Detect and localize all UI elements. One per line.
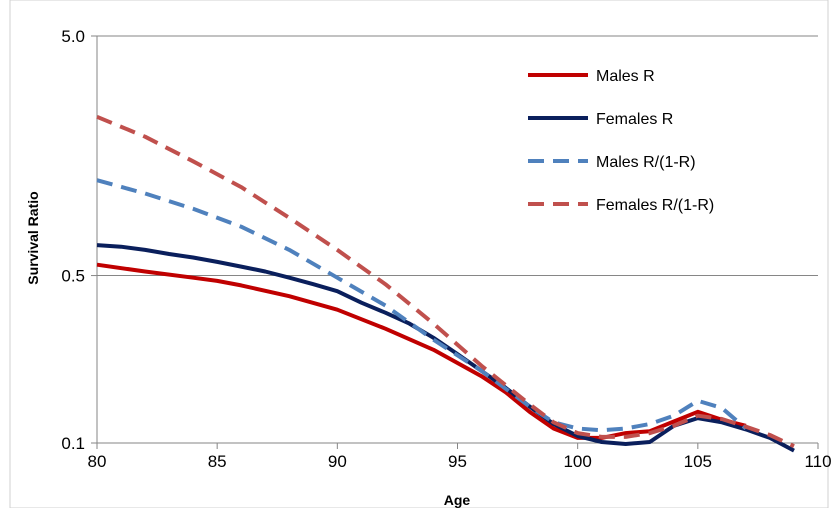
y-axis-title: Survival Ratio: [25, 191, 41, 284]
x-tick-label: 85: [208, 452, 227, 471]
x-tick-label: 80: [88, 452, 107, 471]
series-line-4: [96, 114, 795, 449]
legend-label-4: Females R/(1-R): [596, 197, 714, 214]
y-tick-label: 0.1: [61, 434, 85, 453]
axes: 0.1 0.5 5.0 80 85 90 95 100 105 110: [61, 27, 831, 471]
legend-label-2: Females R: [596, 111, 673, 128]
x-tick-label: 105: [684, 452, 712, 471]
x-tick-label: 90: [328, 452, 347, 471]
legend-label-3: Males R/(1-R): [596, 154, 696, 171]
chart-frame: [9, 0, 829, 508]
legend-label-1: Males R: [596, 68, 655, 85]
legend: Males R Females R Males R/(1-R) Females R/(…: [528, 68, 714, 214]
series-line-3: [96, 178, 748, 433]
x-tick-label: 95: [448, 452, 467, 471]
x-tick-label: 100: [563, 452, 591, 471]
series-lines: [96, 114, 795, 453]
y-tick-label: 5.0: [61, 27, 85, 46]
y-tick-label: 0.5: [61, 267, 85, 286]
x-tick-label: 110: [804, 452, 831, 471]
x-axis-title: Age: [444, 492, 471, 508]
series-line-1: [96, 262, 747, 440]
